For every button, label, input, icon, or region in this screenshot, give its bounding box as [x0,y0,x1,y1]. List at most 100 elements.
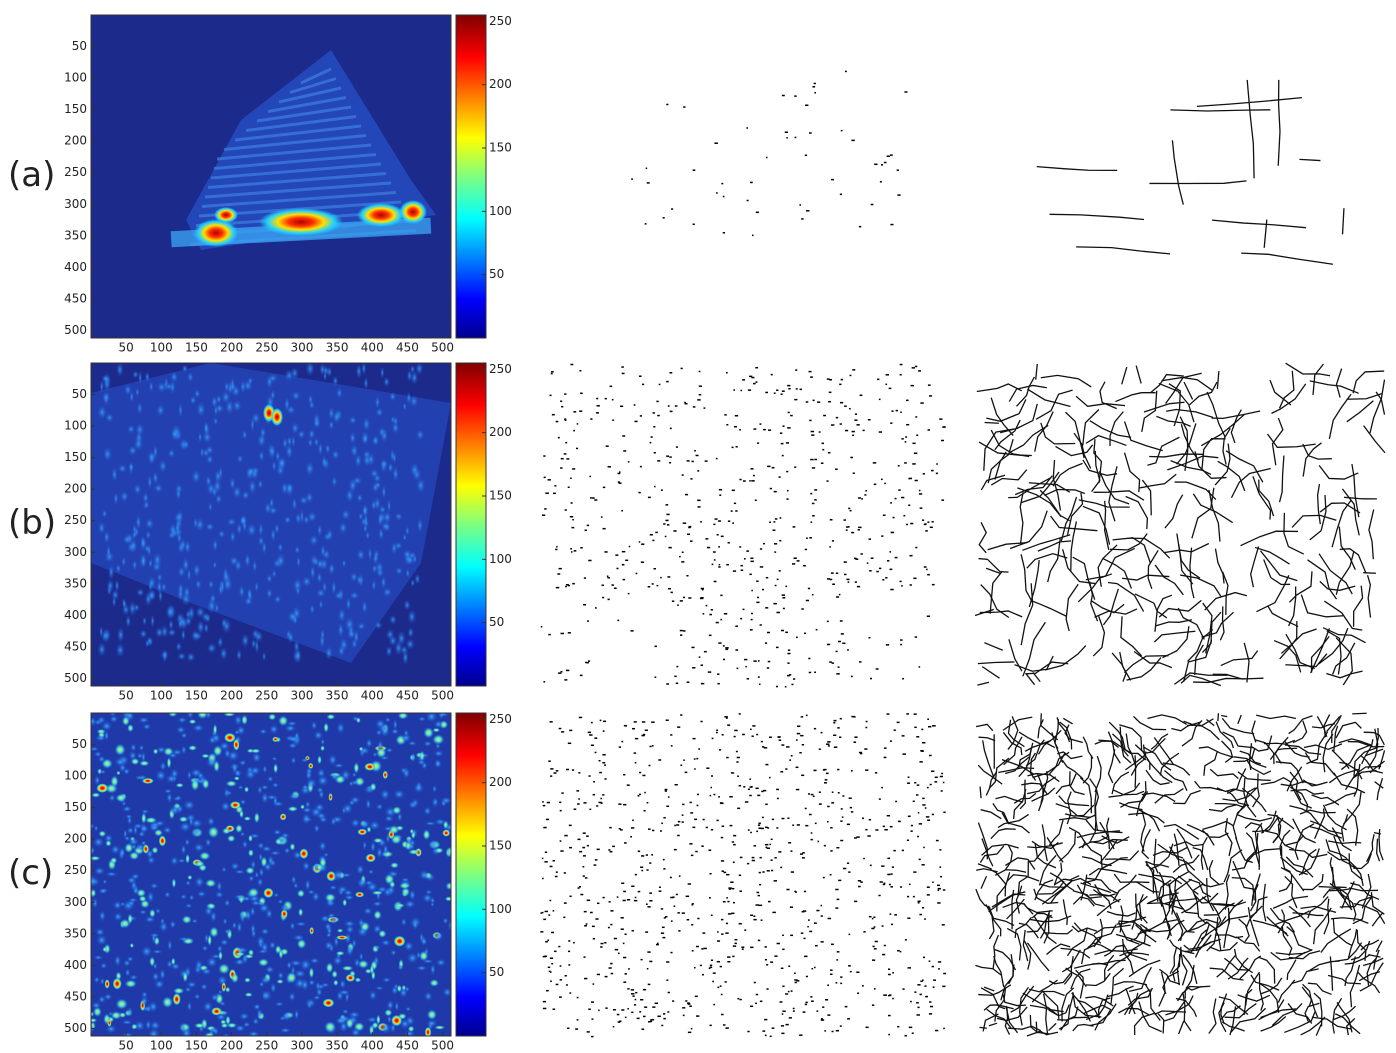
point [618,803,621,805]
point [659,384,661,386]
speckle [314,862,318,870]
branch [1180,575,1221,597]
point [852,369,855,371]
speckle [170,371,178,383]
point [832,791,834,793]
speckle [333,869,344,880]
colorbar-tick-label: 50 [489,267,504,281]
point [879,431,882,433]
point [873,946,875,948]
speckle [291,756,296,764]
speckle [129,390,134,403]
point [810,493,812,495]
speckle [356,494,363,503]
speckle [423,741,432,747]
point [920,750,923,752]
point [792,563,795,565]
branch [1210,769,1238,778]
point [665,789,668,791]
point [768,661,771,663]
speckle [270,444,276,458]
point [929,1001,931,1003]
point [610,386,613,388]
speckle [224,928,230,934]
point [691,855,693,857]
branch [1221,716,1227,717]
point [924,918,926,920]
speckle [125,969,130,977]
speckle [300,758,309,762]
point [864,748,867,750]
branch [1018,861,1028,896]
point [568,743,571,745]
point [701,664,703,666]
point [630,630,633,632]
speckle [170,805,181,816]
point [640,999,643,1001]
point [641,855,644,857]
point [560,810,562,812]
point [780,867,782,869]
branch [1094,491,1144,500]
point [631,1012,633,1014]
point [809,814,812,816]
point [782,594,785,596]
point [901,497,904,499]
point [810,996,812,998]
speckle [382,977,390,982]
point [928,384,931,386]
speckle [287,721,298,726]
point [943,973,946,975]
speckle [320,629,325,640]
speckle [222,828,231,835]
speckle [320,745,325,751]
point [752,735,754,737]
speckle [375,719,386,729]
speckle [326,714,335,720]
point [743,609,745,611]
point [932,725,934,727]
point [787,653,790,655]
point [697,399,700,401]
point [851,140,854,142]
point [808,919,810,921]
speckle [292,497,297,510]
point [642,775,645,777]
speckle [258,536,265,547]
speckle [227,791,232,795]
point [788,965,790,967]
point [766,847,768,849]
speckle [195,579,201,589]
point [759,423,761,425]
speckle [391,1015,402,1026]
point [645,931,648,933]
branch [1154,738,1173,765]
point [545,852,547,854]
point [908,478,910,480]
speckle [257,786,262,794]
point [716,458,718,460]
point [705,460,708,462]
point [559,996,562,998]
point [570,516,573,518]
point [756,602,759,604]
point [676,824,679,826]
point [793,678,795,680]
speckle [286,482,294,493]
point [603,721,606,723]
point [770,961,773,963]
speckle [342,559,346,568]
point [914,713,917,715]
point [787,817,789,819]
speckle [147,474,152,490]
point [802,857,805,859]
branch [1222,718,1254,734]
point [739,479,741,481]
speckle [407,952,418,963]
point [786,442,789,444]
point [733,389,735,391]
point [603,528,606,530]
speckle [229,477,236,490]
speckle [232,763,237,775]
point [787,490,789,492]
